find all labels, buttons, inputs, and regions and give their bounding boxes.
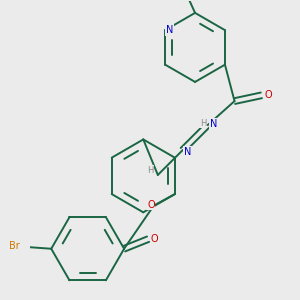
Text: N: N (166, 25, 174, 35)
Text: O: O (147, 200, 155, 210)
Text: N: N (184, 147, 191, 157)
Text: N: N (210, 119, 217, 129)
Text: Br: Br (9, 241, 20, 251)
Text: O: O (151, 234, 159, 244)
Text: O: O (264, 90, 272, 100)
Text: H: H (200, 119, 206, 128)
Text: H: H (147, 166, 153, 175)
